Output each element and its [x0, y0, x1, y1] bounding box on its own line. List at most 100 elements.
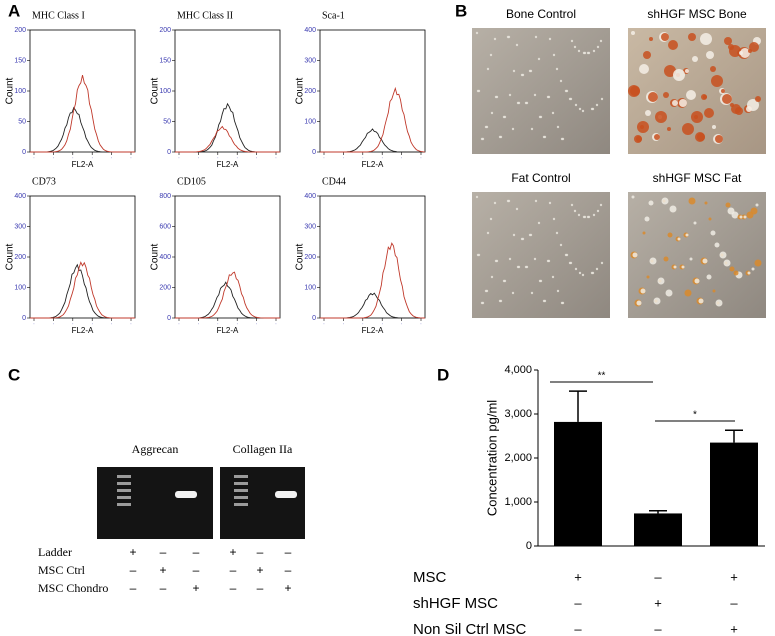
- cell: [689, 257, 693, 261]
- micrograph: [472, 192, 610, 318]
- cell: [569, 97, 573, 101]
- cell: [574, 103, 578, 107]
- cell: [521, 237, 525, 241]
- x-tick-glyph: ·: [381, 155, 383, 161]
- x-tick-glyph: ·: [91, 321, 93, 327]
- cell: [481, 301, 485, 305]
- micrograph-caption: Bone Control: [506, 7, 576, 21]
- gel-row-label: MSC Chondro: [38, 581, 108, 595]
- cell: [521, 73, 525, 77]
- x-tick-glyph: ·: [33, 321, 35, 327]
- cell: [688, 197, 696, 205]
- cell: [655, 111, 667, 123]
- y-tick-label: 150: [159, 57, 171, 64]
- y-tick-label: 300: [14, 223, 26, 230]
- plot-frame: [319, 195, 426, 319]
- cell: [643, 51, 651, 59]
- cell: [729, 266, 735, 272]
- cell: [537, 57, 541, 61]
- cell: [691, 111, 703, 123]
- y-tick-label: 100: [304, 118, 316, 125]
- micrograph-caption: Fat Control: [511, 171, 570, 185]
- histogram-curve: [175, 271, 280, 319]
- y-tick-label: 50: [163, 118, 171, 125]
- treatment-label: MSC: [413, 569, 447, 586]
- x-tick-glyph: ·: [256, 155, 258, 161]
- cell: [684, 289, 692, 297]
- cell: [698, 298, 704, 304]
- cell: [711, 75, 723, 87]
- gel-sign: +: [229, 545, 236, 559]
- x-tick-glyph: ·: [401, 155, 403, 161]
- gel-sign: +: [284, 581, 291, 595]
- y-tick-label: 400: [159, 254, 171, 261]
- cell: [730, 103, 734, 107]
- cell: [631, 195, 635, 199]
- histogram-curve: [175, 125, 280, 153]
- cell: [595, 103, 599, 107]
- cell: [654, 134, 660, 140]
- treatment-sign: –: [654, 569, 662, 584]
- cell: [661, 33, 669, 41]
- plot-frame: [174, 29, 281, 153]
- x-tick-glyph: ·: [91, 155, 93, 161]
- bar: [554, 421, 602, 546]
- cell: [515, 43, 519, 47]
- gel-sign: –: [193, 545, 200, 559]
- cell: [543, 135, 547, 139]
- cell: [596, 209, 600, 213]
- treatment-sign: +: [654, 595, 662, 610]
- ladder-band: [117, 482, 131, 485]
- cell: [708, 217, 712, 221]
- ladder-band: [117, 496, 131, 499]
- cell: [715, 299, 723, 307]
- x-tick-glyph: ·: [362, 155, 364, 161]
- y-tick-label: 400: [304, 193, 316, 200]
- cell: [712, 125, 716, 129]
- histogram-curve: [30, 263, 135, 319]
- cell: [511, 127, 515, 131]
- x-axis-label: FL2-A: [72, 160, 94, 169]
- cell: [508, 93, 512, 97]
- cell: [668, 40, 678, 50]
- cell: [733, 270, 739, 276]
- cell: [721, 89, 725, 93]
- cell: [537, 221, 541, 225]
- cell: [637, 121, 649, 133]
- cell: [581, 273, 585, 277]
- cell: [645, 110, 651, 116]
- x-tick-glyph: ·: [130, 321, 132, 327]
- cell: [715, 135, 723, 143]
- cell: [515, 207, 519, 211]
- cell: [646, 275, 650, 279]
- x-tick-glyph: ·: [381, 321, 383, 327]
- cell: [649, 257, 657, 265]
- y-tick-label: 0: [167, 149, 171, 156]
- cell: [672, 100, 678, 106]
- x-axis-label: FL2-A: [217, 160, 239, 169]
- gel-sign: –: [130, 581, 137, 595]
- panel-label: A: [8, 1, 20, 20]
- y-axis-label: Count: [5, 77, 16, 104]
- cell: [677, 237, 681, 241]
- histogram-curve: [30, 261, 135, 319]
- x-tick-glyph: ·: [236, 155, 238, 161]
- y-tick-label: 200: [14, 254, 26, 261]
- cell: [561, 137, 565, 141]
- y-tick-label: 3,000: [504, 408, 532, 420]
- treatment-sign: +: [730, 621, 738, 636]
- cell: [573, 209, 577, 213]
- gel-sign: –: [160, 581, 167, 595]
- plot-frame: [319, 29, 426, 153]
- significance-label: *: [693, 410, 697, 421]
- y-axis-label: Concentration pg/ml: [484, 400, 499, 516]
- gel-sign: –: [257, 581, 264, 595]
- histogram-curve: [175, 281, 280, 319]
- cell: [592, 213, 596, 217]
- cell: [747, 271, 751, 275]
- gel-sign: +: [192, 581, 199, 595]
- cell: [693, 221, 697, 225]
- cell: [704, 201, 708, 205]
- cell: [475, 195, 479, 199]
